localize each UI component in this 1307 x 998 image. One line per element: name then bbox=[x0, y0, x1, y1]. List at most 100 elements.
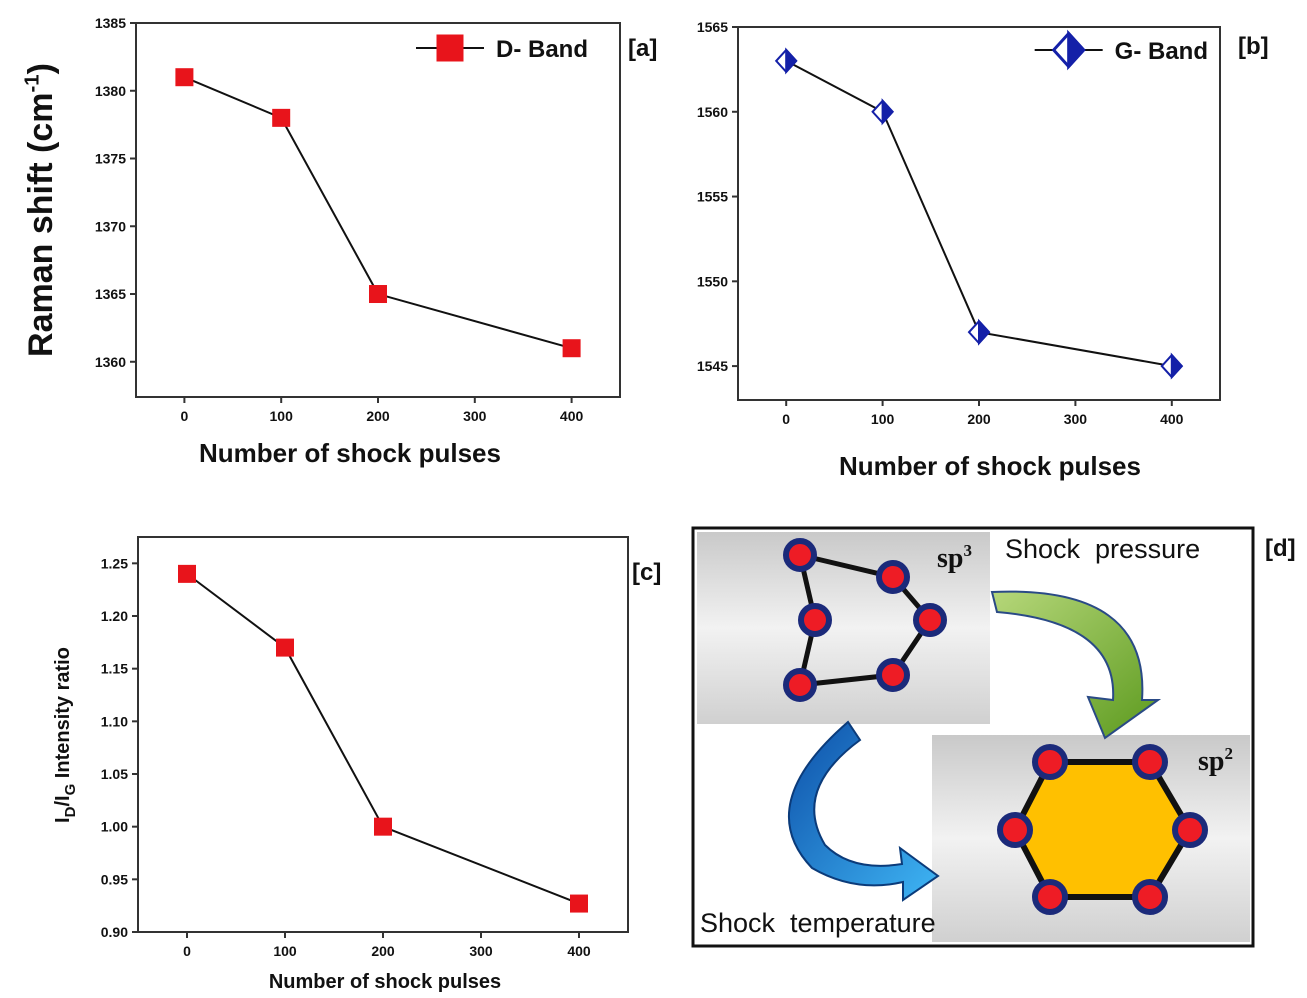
diagram: sp3 sp2 Shock pressure Shock temperature… bbox=[691, 526, 1296, 948]
atom bbox=[783, 668, 817, 702]
panel-label: [c] bbox=[632, 559, 661, 586]
x-tick-label: 100 bbox=[270, 408, 294, 424]
marker bbox=[774, 47, 798, 75]
arrow-bottom-label: Shock temperature bbox=[700, 908, 936, 938]
x-tick-label: 200 bbox=[967, 411, 991, 427]
y-tick-label: 1.00 bbox=[101, 819, 128, 835]
y-tick-label: 1.20 bbox=[101, 608, 128, 624]
marker bbox=[175, 68, 194, 87]
y-tick-label: 1375 bbox=[95, 151, 126, 167]
x-tick-label: 100 bbox=[871, 411, 895, 427]
marker bbox=[871, 98, 894, 126]
x-tick-label: 0 bbox=[782, 411, 790, 427]
x-tick-label: 200 bbox=[366, 408, 390, 424]
y-tick-label: 1380 bbox=[95, 83, 126, 99]
atom bbox=[798, 603, 832, 637]
marker bbox=[562, 339, 581, 358]
x-axis-label: Number of shock pulses bbox=[839, 451, 1141, 481]
y-tick-label: 1.10 bbox=[101, 713, 128, 729]
marker bbox=[272, 108, 291, 127]
x-axis-label: Number of shock pulses bbox=[199, 438, 501, 468]
atom bbox=[783, 538, 817, 572]
arrow-top-label: Shock pressure bbox=[1005, 534, 1200, 564]
y-axis-label-part: D bbox=[62, 806, 79, 817]
y-tick-label: 1365 bbox=[95, 286, 126, 302]
atom bbox=[1132, 879, 1168, 915]
sp2-text: sp bbox=[1198, 746, 1224, 777]
x-tick-label: 0 bbox=[183, 943, 191, 959]
marker bbox=[369, 285, 387, 304]
y-axis-label-part: /I bbox=[52, 795, 74, 806]
series-line bbox=[785, 60, 1172, 368]
x-tick-label: 0 bbox=[181, 408, 189, 424]
y-tick-label: 1.25 bbox=[101, 555, 128, 571]
x-tick-label: 200 bbox=[371, 943, 395, 959]
atom bbox=[1132, 744, 1168, 780]
atom bbox=[1032, 879, 1068, 915]
y-tick-label: 1555 bbox=[697, 189, 728, 205]
sp3-text: sp bbox=[937, 543, 963, 574]
x-tick-label: 300 bbox=[469, 943, 493, 959]
legend-marker bbox=[1051, 29, 1086, 71]
y-tick-label: 0.90 bbox=[101, 924, 128, 940]
x-tick-label: 300 bbox=[463, 408, 487, 424]
y-tick-label: 1565 bbox=[697, 19, 728, 35]
marker bbox=[570, 894, 588, 913]
x-tick-label: 300 bbox=[1064, 411, 1088, 427]
atom bbox=[1032, 744, 1068, 780]
marker-right bbox=[1170, 352, 1184, 380]
y-tick-label: 1550 bbox=[697, 273, 728, 289]
marker bbox=[374, 817, 392, 836]
x-axis-label: Number of shock pulses bbox=[269, 971, 501, 993]
y-axis-label: ID/IG Intensity ratio bbox=[52, 647, 79, 823]
pressure-arrow bbox=[990, 590, 1162, 740]
y-axis-label-part: -1 bbox=[21, 74, 43, 92]
marker bbox=[436, 34, 464, 62]
marker-right bbox=[1067, 29, 1086, 71]
y-tick-label: 1385 bbox=[95, 15, 126, 31]
x-tick-label: 400 bbox=[560, 408, 584, 424]
y-tick-label: 1560 bbox=[697, 104, 728, 120]
y-tick-label: 1.05 bbox=[101, 766, 128, 782]
marker bbox=[276, 638, 294, 657]
marker-right bbox=[881, 98, 894, 126]
atom bbox=[876, 658, 910, 692]
sp2-label: sp2 bbox=[1198, 744, 1233, 777]
y-tick-label: 1370 bbox=[95, 218, 126, 234]
y-tick-label: 0.95 bbox=[101, 871, 128, 887]
legend-label: G- Band bbox=[1115, 38, 1208, 65]
marker bbox=[967, 318, 991, 346]
y-tick-label: 1545 bbox=[697, 358, 728, 374]
marker bbox=[1160, 352, 1184, 380]
atoms bbox=[783, 538, 1208, 915]
temperature-arrow bbox=[788, 720, 940, 902]
marker bbox=[178, 564, 196, 583]
plot-frame bbox=[137, 536, 629, 933]
y-tick-label: 1360 bbox=[95, 354, 126, 370]
x-tick-label: 400 bbox=[1160, 411, 1184, 427]
legend-marker bbox=[436, 34, 464, 62]
chart: 1545 1550 1555 1560 1565 0 100 200 300 400 Number … bbox=[697, 19, 1269, 481]
marker-right bbox=[978, 318, 991, 346]
series-line bbox=[186, 573, 580, 905]
atom bbox=[913, 603, 947, 637]
marker bbox=[1051, 29, 1086, 71]
panel-label: [a] bbox=[628, 35, 657, 62]
y-axis-label-part: Raman shift (cm bbox=[22, 92, 60, 357]
x-tick-label: 100 bbox=[273, 943, 297, 959]
sp3-sup: 3 bbox=[963, 541, 972, 560]
y-tick-label: 1.15 bbox=[101, 661, 128, 677]
marker-right bbox=[785, 47, 798, 75]
panel-label: [d] bbox=[1265, 535, 1296, 562]
sp2-sup: 2 bbox=[1224, 744, 1233, 763]
legend-label: D- Band bbox=[496, 36, 588, 63]
y-axis-label-part: Intensity ratio bbox=[52, 647, 74, 784]
y-axis-label-part: ) bbox=[22, 63, 60, 74]
sp2-ring bbox=[1011, 759, 1194, 900]
y-axis-label: Raman shift (cm-1) bbox=[21, 63, 60, 357]
y-axis-label-part: G bbox=[62, 784, 79, 796]
chart: 0.90 0.95 1.00 1.05 1.10 1.15 1.20 1.25 0 100 200 3… bbox=[52, 536, 661, 993]
chart: 1360 1365 1370 1375 1380 1385 0 100 200 300 400 Num… bbox=[21, 15, 657, 468]
panel-label: [b] bbox=[1238, 33, 1269, 60]
